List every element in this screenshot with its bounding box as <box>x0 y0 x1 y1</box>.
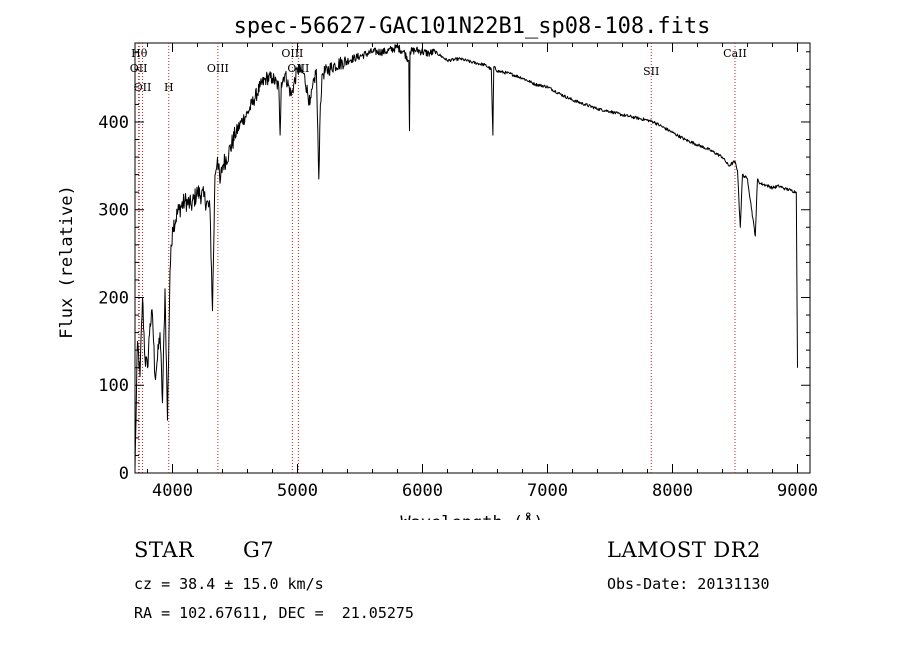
x-tick-label-4: 8000 <box>652 481 693 501</box>
x-tick-label-2: 6000 <box>402 481 443 501</box>
chart-title: spec-56627-GAC101N22B1_sp08-108.fits <box>234 14 711 39</box>
marker-label-5: OIII <box>281 47 303 60</box>
x-tick-label-0: 4000 <box>152 481 193 501</box>
survey-label: LAMOST DR2 <box>607 538 761 562</box>
plot-frame <box>134 42 811 474</box>
spectrum-series <box>134 44 798 469</box>
x-axis-label: Wavelength (Å) <box>400 511 543 520</box>
redshift-text: cz = 38.4 ± 15.0 km/s <box>134 575 324 593</box>
marker-label-1: Hθ <box>131 47 148 60</box>
y-tick-label-1: 100 <box>98 376 129 396</box>
marker-label-3: H <box>164 81 174 94</box>
marker-label-4: OIII <box>207 62 229 75</box>
marker-label-8: CaII <box>723 47 747 60</box>
coordinates-text: RA = 102.67611, DEC = 21.05275 <box>134 604 414 622</box>
object-class: STAR <box>134 538 195 562</box>
spectrum-chart: spec-56627-GAC101N22B1_sp08-108.fits OII… <box>57 14 818 520</box>
series-line-0 <box>134 44 798 469</box>
y-axis-label: Flux (relative) <box>57 185 77 339</box>
x-tick-label-3: 7000 <box>527 481 568 501</box>
marker-label-7: SII <box>643 65 659 78</box>
x-tick-label-1: 5000 <box>277 481 318 501</box>
obs-date-text: Obs-Date: 20131130 <box>607 575 770 593</box>
x-tick-label-5: 9000 <box>777 481 818 501</box>
marker-label-2: OII <box>134 81 152 94</box>
y-tick-label-4: 400 <box>98 113 129 133</box>
y-tick-label-0: 0 <box>119 464 129 484</box>
y-tick-label-3: 300 <box>98 201 129 221</box>
y-tick-label-2: 200 <box>98 288 129 308</box>
axes: 4000 5000 6000 7000 8000 9000 0 100 200 300 400 <box>98 43 818 501</box>
marker-label-0: OII <box>130 62 148 75</box>
object-subclass: G7 <box>243 538 275 562</box>
